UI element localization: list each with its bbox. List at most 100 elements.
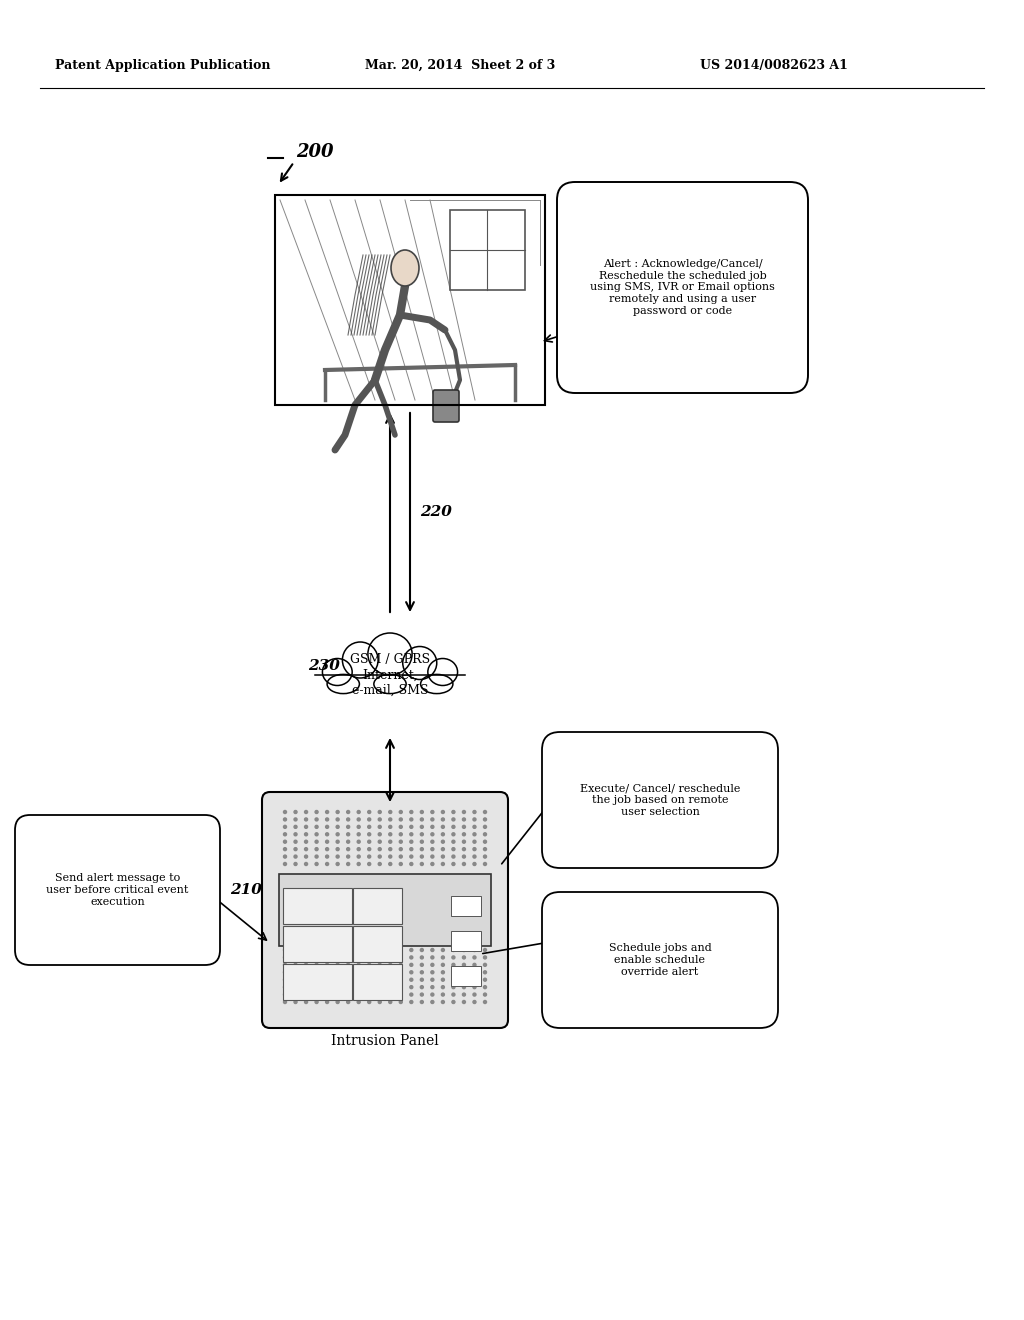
Circle shape bbox=[378, 862, 381, 866]
FancyBboxPatch shape bbox=[353, 964, 402, 1001]
Circle shape bbox=[389, 986, 392, 989]
Circle shape bbox=[357, 855, 360, 858]
Circle shape bbox=[399, 949, 402, 952]
Circle shape bbox=[410, 847, 413, 850]
Circle shape bbox=[294, 833, 297, 836]
Circle shape bbox=[284, 841, 287, 843]
Circle shape bbox=[399, 993, 402, 997]
Circle shape bbox=[326, 841, 329, 843]
Circle shape bbox=[410, 818, 413, 821]
Circle shape bbox=[463, 841, 466, 843]
Circle shape bbox=[420, 841, 423, 843]
Circle shape bbox=[294, 978, 297, 981]
Circle shape bbox=[357, 956, 360, 958]
Circle shape bbox=[347, 970, 349, 974]
Circle shape bbox=[431, 964, 434, 966]
Circle shape bbox=[420, 993, 423, 997]
Circle shape bbox=[347, 810, 349, 813]
Circle shape bbox=[410, 810, 413, 813]
Circle shape bbox=[357, 993, 360, 997]
Circle shape bbox=[347, 964, 349, 966]
Circle shape bbox=[284, 825, 287, 829]
Ellipse shape bbox=[368, 634, 412, 675]
Circle shape bbox=[284, 978, 287, 981]
Circle shape bbox=[389, 847, 392, 850]
Circle shape bbox=[420, 833, 423, 836]
Circle shape bbox=[420, 825, 423, 829]
Circle shape bbox=[473, 964, 476, 966]
Circle shape bbox=[410, 841, 413, 843]
Text: FIG. 2: FIG. 2 bbox=[672, 747, 766, 774]
Circle shape bbox=[294, 949, 297, 952]
Text: 200: 200 bbox=[296, 143, 334, 161]
Circle shape bbox=[347, 1001, 349, 1003]
Circle shape bbox=[326, 986, 329, 989]
Circle shape bbox=[378, 841, 381, 843]
Circle shape bbox=[315, 855, 318, 858]
Circle shape bbox=[284, 993, 287, 997]
Circle shape bbox=[431, 978, 434, 981]
Circle shape bbox=[389, 970, 392, 974]
Circle shape bbox=[473, 993, 476, 997]
Circle shape bbox=[304, 978, 307, 981]
Circle shape bbox=[410, 1001, 413, 1003]
FancyBboxPatch shape bbox=[542, 733, 778, 869]
Circle shape bbox=[347, 978, 349, 981]
Circle shape bbox=[336, 841, 339, 843]
FancyBboxPatch shape bbox=[262, 792, 508, 1028]
Circle shape bbox=[357, 862, 360, 866]
Circle shape bbox=[473, 855, 476, 858]
Circle shape bbox=[389, 993, 392, 997]
Circle shape bbox=[389, 978, 392, 981]
Circle shape bbox=[463, 978, 466, 981]
Circle shape bbox=[368, 993, 371, 997]
Circle shape bbox=[410, 970, 413, 974]
Circle shape bbox=[420, 847, 423, 850]
Circle shape bbox=[463, 825, 466, 829]
Circle shape bbox=[368, 818, 371, 821]
Circle shape bbox=[473, 818, 476, 821]
Circle shape bbox=[368, 964, 371, 966]
Circle shape bbox=[441, 1001, 444, 1003]
Circle shape bbox=[452, 978, 455, 981]
Circle shape bbox=[399, 825, 402, 829]
Ellipse shape bbox=[374, 675, 407, 693]
Circle shape bbox=[336, 833, 339, 836]
Circle shape bbox=[294, 810, 297, 813]
Circle shape bbox=[441, 847, 444, 850]
Circle shape bbox=[399, 978, 402, 981]
Circle shape bbox=[399, 862, 402, 866]
Circle shape bbox=[294, 818, 297, 821]
Circle shape bbox=[315, 956, 318, 958]
Circle shape bbox=[399, 956, 402, 958]
Circle shape bbox=[399, 1001, 402, 1003]
Circle shape bbox=[431, 833, 434, 836]
Circle shape bbox=[304, 841, 307, 843]
Circle shape bbox=[483, 970, 486, 974]
Circle shape bbox=[483, 1001, 486, 1003]
Circle shape bbox=[378, 855, 381, 858]
Circle shape bbox=[463, 993, 466, 997]
Circle shape bbox=[473, 841, 476, 843]
Text: 220: 220 bbox=[420, 506, 452, 520]
Circle shape bbox=[420, 818, 423, 821]
Circle shape bbox=[284, 1001, 287, 1003]
Circle shape bbox=[378, 818, 381, 821]
Circle shape bbox=[326, 970, 329, 974]
Circle shape bbox=[368, 841, 371, 843]
Circle shape bbox=[452, 841, 455, 843]
Circle shape bbox=[315, 862, 318, 866]
Polygon shape bbox=[313, 675, 467, 705]
Circle shape bbox=[357, 986, 360, 989]
Circle shape bbox=[326, 949, 329, 952]
Circle shape bbox=[368, 862, 371, 866]
Circle shape bbox=[452, 855, 455, 858]
Circle shape bbox=[284, 862, 287, 866]
Circle shape bbox=[326, 964, 329, 966]
Circle shape bbox=[452, 1001, 455, 1003]
Circle shape bbox=[347, 993, 349, 997]
Circle shape bbox=[357, 841, 360, 843]
Circle shape bbox=[483, 949, 486, 952]
Circle shape bbox=[315, 949, 318, 952]
Circle shape bbox=[399, 810, 402, 813]
